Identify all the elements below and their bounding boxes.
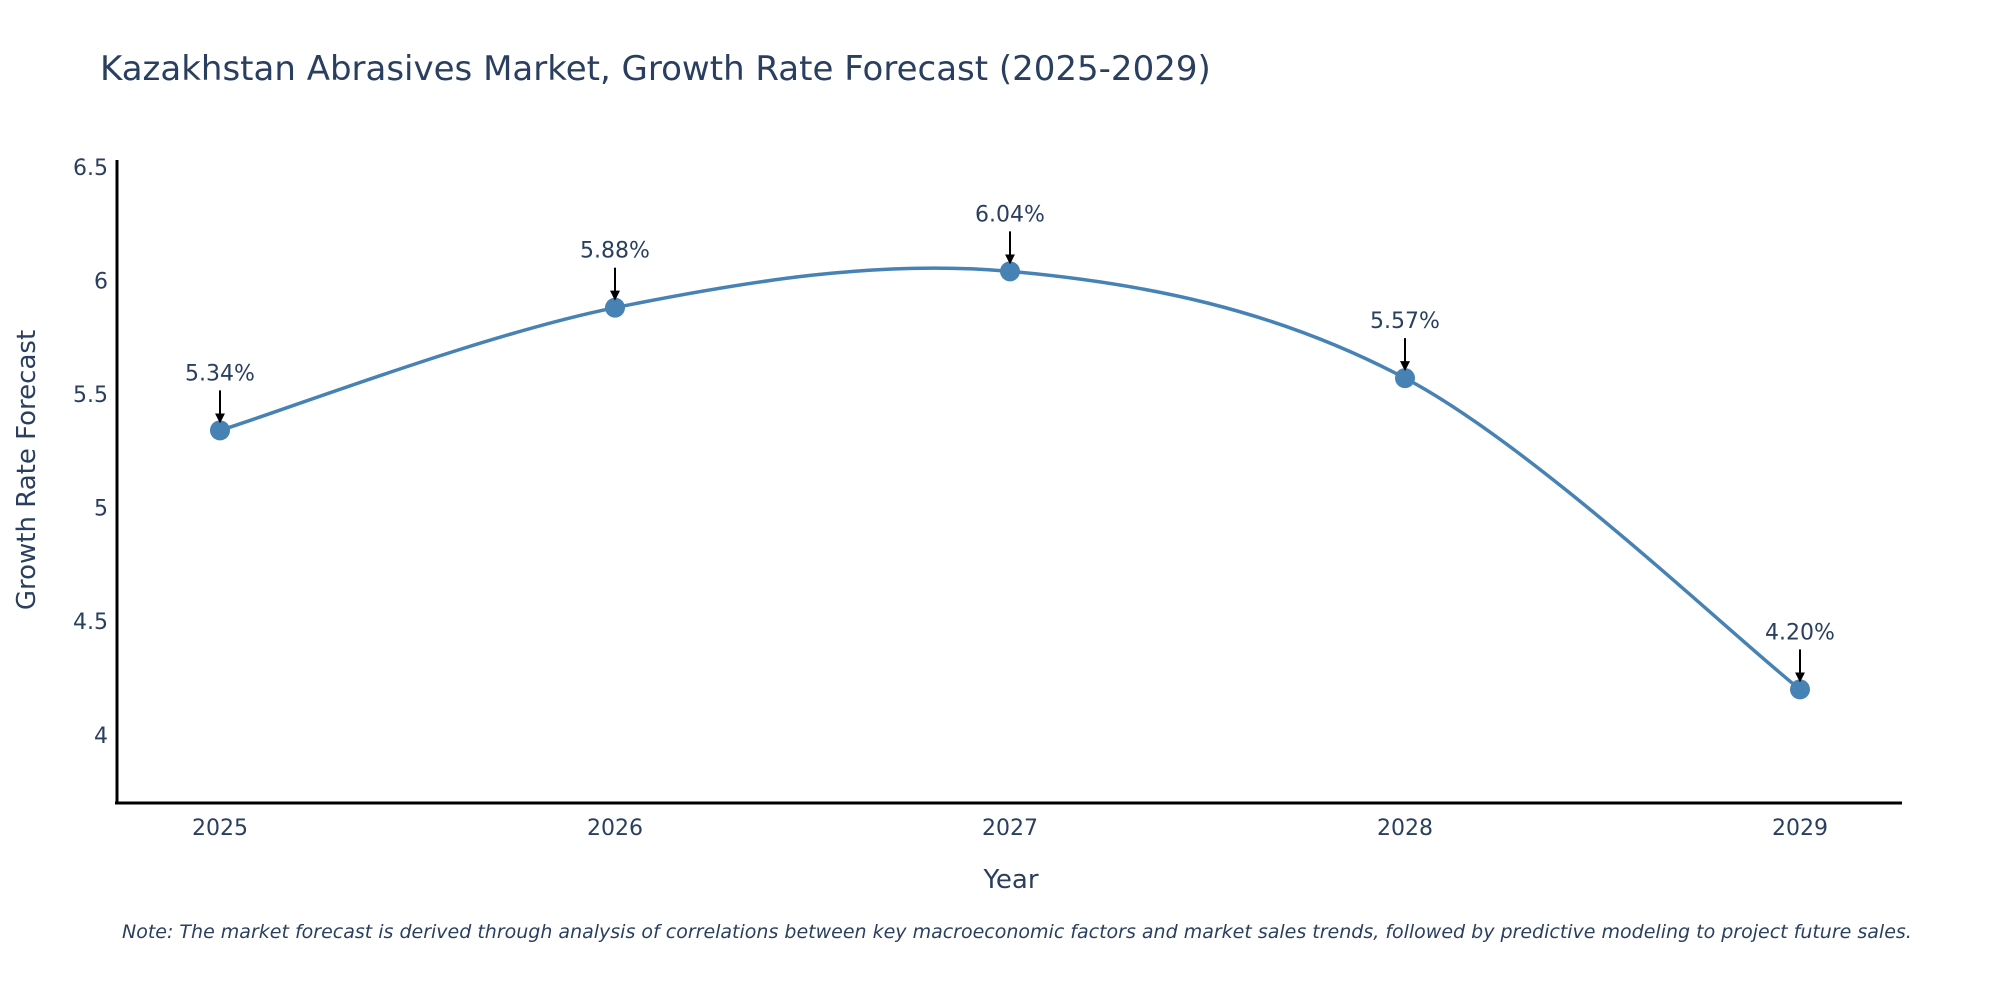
y-tick-label: 5.5 [73,383,108,408]
data-label: 5.88% [580,239,650,264]
data-point [1000,261,1020,282]
data-label: 5.57% [1370,309,1440,334]
x-tick-label: 2028 [1377,816,1433,841]
x-tick-label: 2026 [587,816,643,841]
data-label: 4.20% [1765,620,1835,645]
y-tick-label: 6 [94,269,108,294]
chart-note: Note: The market forecast is derived thr… [122,921,1912,943]
x-tick-label: 2027 [982,816,1038,841]
data-point [605,297,625,318]
x-tick-label: 2029 [1772,816,1828,841]
y-axis-title: Growth Rate Forecast [12,330,42,610]
chart-title: Kazakhstan Abrasives Market, Growth Rate… [100,49,1211,89]
y-axis-ticks: 4 4.5 5 5.5 6 6.5 [73,156,108,749]
data-annotations: 5.34% 5.88% 6.04% 5.57% 4.20% [185,202,1835,683]
series-line [219,266,1802,691]
data-label: 6.04% [975,202,1045,227]
y-tick-label: 6.5 [73,156,108,181]
data-label: 5.34% [185,361,255,386]
y-tick-label: 4 [94,724,108,749]
y-tick-label: 5 [94,497,108,522]
x-axis-title: Year [982,865,1038,895]
data-point [1790,679,1810,700]
x-tick-label: 2025 [192,816,248,841]
data-markers [210,261,1810,700]
x-axis-ticks: 2025 2026 2027 2028 2029 [192,816,1828,841]
data-point [210,420,230,441]
data-point [1395,368,1415,389]
y-tick-label: 4.5 [73,610,108,635]
